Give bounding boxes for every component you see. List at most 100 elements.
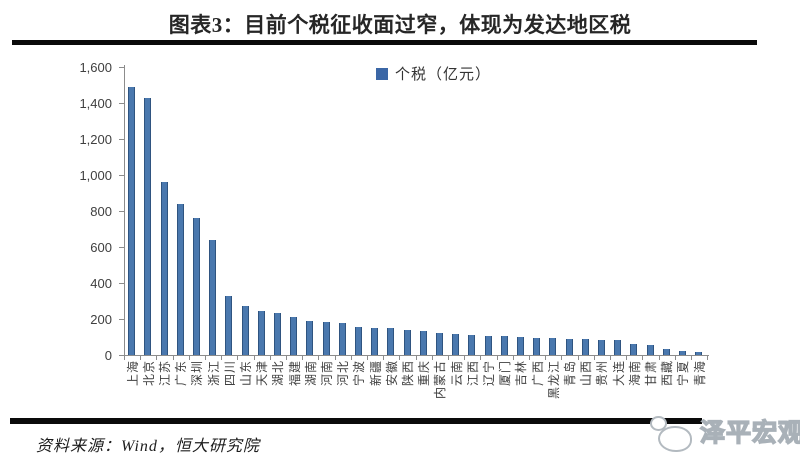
bar-湖南 (306, 321, 314, 355)
bar-河北 (338, 323, 346, 355)
x-axis-tick (691, 356, 692, 360)
x-axis-tick (464, 356, 466, 360)
bar-山东 (241, 306, 249, 355)
x-tick-label: 内蒙古 (433, 360, 448, 400)
x-tick-label: 贵州 (595, 360, 610, 387)
x-axis-tick (431, 356, 433, 360)
bar-海南 (630, 344, 638, 355)
bar-新疆 (371, 328, 379, 355)
x-axis-tick (658, 356, 660, 360)
bar-山西 (581, 339, 589, 355)
x-tick-label: 辽宁 (482, 360, 496, 387)
x-axis-tick (140, 356, 142, 360)
bar-黑龙江 (549, 338, 557, 355)
x-tick-label: 四川 (222, 360, 237, 387)
x-axis-tick (172, 356, 174, 360)
y-tick-label: 800 (90, 204, 112, 219)
x-tick-label: 黑龙江 (546, 360, 561, 400)
x-axis-tick (626, 356, 628, 360)
bar-大连 (614, 340, 622, 355)
x-tick-label: 江西 (465, 360, 480, 387)
y-axis-tick (119, 283, 124, 284)
x-axis-line (124, 355, 709, 356)
x-axis-tick (577, 356, 579, 360)
x-tick-label: 大连 (611, 360, 626, 387)
x-axis-tick (512, 356, 514, 360)
y-tick-label: 600 (90, 240, 112, 255)
x-axis-tick (334, 356, 336, 360)
x-axis-tick (350, 356, 352, 360)
watermark-text: 泽平宏观 (699, 418, 800, 447)
bar-江西 (468, 335, 476, 355)
x-tick-label: 广东 (174, 360, 189, 387)
x-tick-label: 陕西 (401, 360, 415, 387)
bar-天津 (257, 311, 265, 355)
x-tick-label: 山西 (579, 360, 594, 387)
bar-湖北 (273, 313, 281, 355)
x-tick-label: 上海 (125, 360, 140, 387)
x-axis-tick (415, 356, 417, 360)
x-tick-label: 湖北 (271, 360, 286, 387)
bar-重庆 (419, 331, 427, 355)
y-axis-line (124, 65, 125, 356)
bar-福建 (290, 317, 298, 355)
bar-云南 (452, 334, 460, 355)
x-axis-tick (610, 356, 611, 360)
x-tick-label: 河南 (320, 360, 334, 387)
x-tick-label: 北京 (141, 360, 156, 387)
y-tick-label: 1,400 (79, 96, 112, 111)
x-tick-label: 重庆 (417, 360, 432, 387)
x-tick-label: 河北 (336, 360, 351, 387)
bar-浙江 (209, 240, 217, 355)
x-axis-tick (269, 356, 271, 360)
bar-青海 (695, 352, 703, 355)
y-axis-tick (119, 355, 124, 356)
x-axis-tick (529, 356, 530, 360)
x-axis-tick (205, 356, 206, 360)
bar-内蒙古 (435, 333, 443, 355)
y-axis-tick (119, 175, 124, 176)
x-axis-tick (399, 356, 401, 360)
y-tick-label: 400 (90, 276, 112, 291)
x-tick-label: 宁波 (352, 360, 367, 387)
bar-四川 (225, 296, 233, 355)
bar-宁波 (354, 327, 362, 355)
x-tick-label: 厦门 (498, 360, 513, 387)
bar-上海 (128, 87, 136, 355)
x-axis-tick (707, 356, 709, 360)
y-axis-tick (119, 103, 124, 104)
x-axis-tick (448, 356, 449, 360)
x-tick-label: 天津 (255, 360, 270, 387)
y-tick-label: 1,600 (79, 60, 112, 75)
y-tick-label: 200 (90, 312, 112, 327)
bar-广西 (533, 338, 541, 355)
bar-江苏 (160, 182, 168, 355)
x-axis-tick (496, 356, 498, 360)
bar-辽宁 (484, 336, 492, 355)
legend-label: 个税（亿元） (395, 66, 492, 83)
y-axis-tick (119, 211, 124, 212)
x-axis-tick (545, 356, 547, 360)
x-tick-label: 湖南 (303, 360, 318, 387)
x-axis-tick (367, 356, 368, 360)
x-tick-label: 浙江 (206, 360, 221, 387)
title-separator-rule (12, 40, 757, 45)
bar-河南 (322, 322, 330, 355)
bar-贵州 (597, 340, 605, 355)
x-axis-tick (561, 356, 563, 360)
x-axis-tick (221, 356, 223, 360)
x-tick-label: 吉林 (514, 360, 529, 387)
bar-陕西 (403, 330, 411, 355)
y-axis-tick (119, 67, 124, 68)
speech-bubble-logo-icon (650, 414, 698, 454)
y-axis-tick (119, 319, 124, 320)
x-tick-label: 深圳 (190, 360, 205, 387)
source-note: 资料来源：Wind，恒大研究院 (36, 438, 260, 455)
legend-square-icon (376, 67, 388, 80)
bar-西藏 (662, 349, 670, 355)
x-tick-label: 安徽 (384, 360, 399, 387)
x-axis-tick (286, 356, 287, 360)
bar-安徽 (387, 328, 395, 355)
x-axis-tick (124, 356, 125, 360)
